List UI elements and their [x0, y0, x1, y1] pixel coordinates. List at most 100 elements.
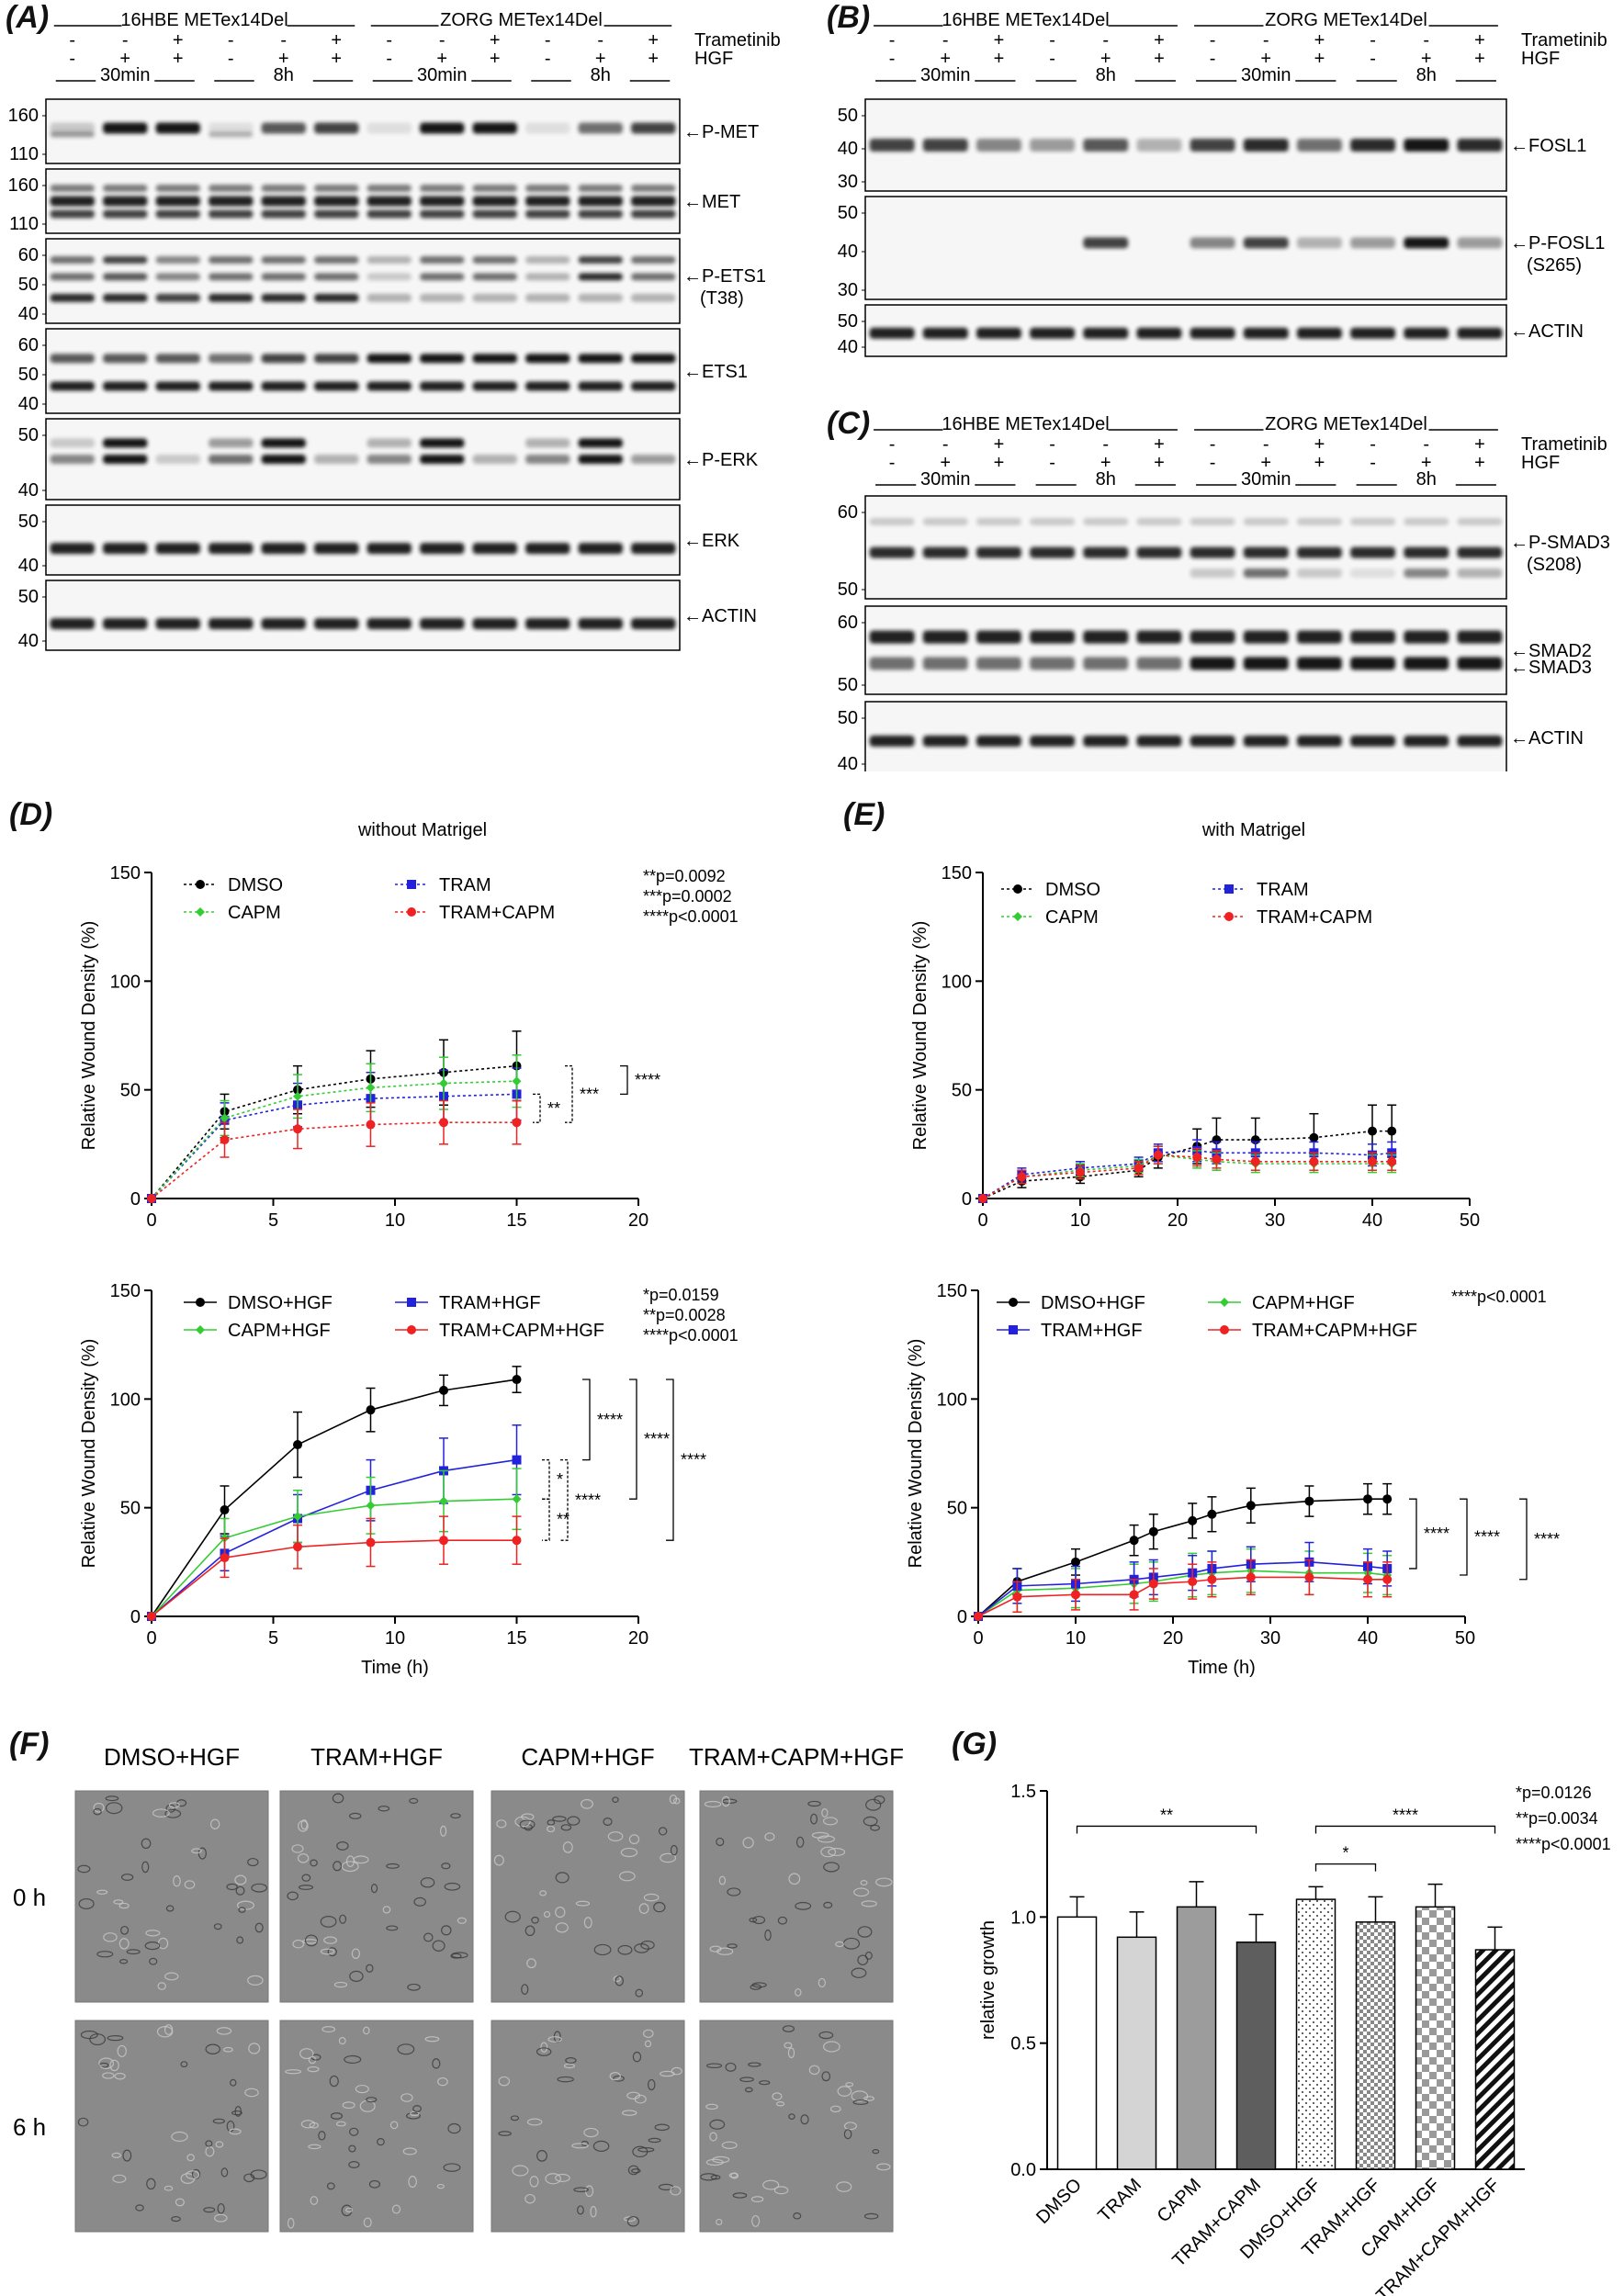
- cell: [330, 2112, 344, 2120]
- marker-circle: [220, 1505, 230, 1515]
- cell: [764, 1929, 772, 1941]
- blot-band: [922, 139, 968, 152]
- group-label: 16HBE METex14Del: [120, 10, 288, 30]
- band-label: ←SMAD3: [1510, 658, 1592, 678]
- blot-band: [922, 327, 968, 339]
- cell: [640, 1940, 655, 1950]
- time-label-bg: [96, 66, 155, 83]
- series-tram-hgf: [147, 1424, 522, 1621]
- cell: [344, 2054, 362, 2065]
- x-tick-label: 10: [1066, 1628, 1086, 1649]
- hgf-sign: -: [69, 49, 75, 69]
- blot-band: [525, 196, 570, 207]
- trametinib-sign: +: [490, 30, 501, 51]
- marker-circle: [220, 1135, 230, 1145]
- time-label: 8h: [1096, 469, 1116, 490]
- image-background: [280, 1791, 473, 2002]
- cell: [627, 2165, 639, 2176]
- cell: [333, 1861, 343, 1872]
- chart-title: without Matrigel: [357, 820, 487, 840]
- trametinib-sign: -: [942, 30, 949, 51]
- blot-band: [1136, 657, 1182, 670]
- cell: [762, 2179, 780, 2190]
- cell: [540, 2042, 548, 2053]
- blot-strip-4: 50 40 ←P-ERK: [18, 418, 759, 501]
- cell: [301, 1874, 311, 1882]
- group-label: 16HBE METex14Del: [942, 10, 1109, 30]
- marker-circle: [1363, 1574, 1372, 1584]
- marker-circle: [1387, 1126, 1397, 1136]
- band-sublabel: (S265): [1527, 255, 1582, 276]
- cell: [750, 2196, 764, 2203]
- cell: [563, 2063, 576, 2069]
- blot-band: [367, 381, 412, 391]
- hgf-sign: -: [1370, 453, 1376, 473]
- cell: [333, 1981, 348, 1988]
- wound-image: [279, 2020, 474, 2233]
- blot-band: [261, 381, 306, 391]
- series-line: [151, 1498, 517, 1617]
- marker-circle: [293, 1440, 302, 1450]
- blot-band: [631, 543, 676, 555]
- y-tick-label: 50: [120, 1499, 141, 1519]
- marker-circle: [1148, 1526, 1158, 1536]
- blot-band: [472, 293, 517, 302]
- cell: [144, 1941, 161, 1951]
- blot-band: [367, 618, 412, 630]
- blot-band: [525, 543, 570, 555]
- significance-stars: **: [547, 1099, 560, 1118]
- blot-band: [1350, 568, 1396, 578]
- marker-circle: [293, 1542, 302, 1552]
- cell: [226, 2120, 235, 2133]
- hgf-sign: +: [1100, 49, 1111, 69]
- blot-band: [50, 196, 95, 207]
- mw-marker: 50: [18, 425, 39, 445]
- band-label: ←SMAD2: [1510, 641, 1592, 661]
- cell: [77, 1864, 91, 1874]
- cell: [531, 1916, 539, 1924]
- time-label: 8h: [1416, 65, 1437, 85]
- blot-strip-5: 50 40 ←ERK: [18, 504, 740, 576]
- cell: [366, 2097, 378, 2103]
- blot-band: [1404, 735, 1449, 747]
- blot-band: [578, 196, 623, 207]
- cell: [552, 1816, 567, 1822]
- trametinib-sign: -: [1423, 434, 1429, 455]
- p-value-label: ****p<0.0001: [643, 907, 739, 926]
- blot-band: [1350, 139, 1396, 152]
- cell: [857, 1926, 873, 1938]
- cell: [439, 1825, 447, 1837]
- marker-circle: [439, 1118, 448, 1128]
- wound-images-panel-f: DMSO+HGF TRAM+HGF CAPM+HGF TRAM+CAPM+HGF 0 h…: [13, 1743, 904, 2233]
- blot-band: [209, 196, 254, 207]
- blot-band: [209, 293, 254, 302]
- cell: [345, 2207, 354, 2213]
- blot-strip-0: 160 110 ←P-MET: [8, 98, 759, 164]
- hgf-sign: +: [1260, 453, 1271, 473]
- trametinib-sign: -: [1370, 30, 1376, 51]
- x-tick-label: 50: [1455, 1628, 1475, 1649]
- x-tick-label: 20: [1163, 1628, 1183, 1649]
- legend-label: TRAM: [1257, 880, 1309, 900]
- marker-circle: [1304, 1496, 1314, 1506]
- cell: [822, 1817, 838, 1826]
- blot-band: [50, 122, 95, 134]
- blot-band: [261, 185, 306, 192]
- blot-band: [578, 381, 623, 391]
- blot-band: [420, 185, 465, 192]
- marker-circle: [1017, 1172, 1027, 1182]
- cell: [609, 2072, 621, 2081]
- marker-circle: [1129, 1590, 1139, 1600]
- cell: [450, 1813, 461, 1819]
- cell: [157, 1982, 166, 1990]
- blot-strip-1: 160 110 ←MET: [8, 168, 740, 234]
- series-tram-capm-hgf: [974, 1559, 1393, 1621]
- blot-band: [976, 735, 1021, 747]
- blot-band: [367, 256, 412, 264]
- mw-marker: 50: [838, 311, 858, 332]
- cell: [704, 1800, 722, 1808]
- hgf-sign: -: [545, 49, 551, 69]
- blot-band: [103, 455, 148, 464]
- trametinib-sign: +: [1154, 30, 1165, 51]
- cell: [292, 1939, 305, 1949]
